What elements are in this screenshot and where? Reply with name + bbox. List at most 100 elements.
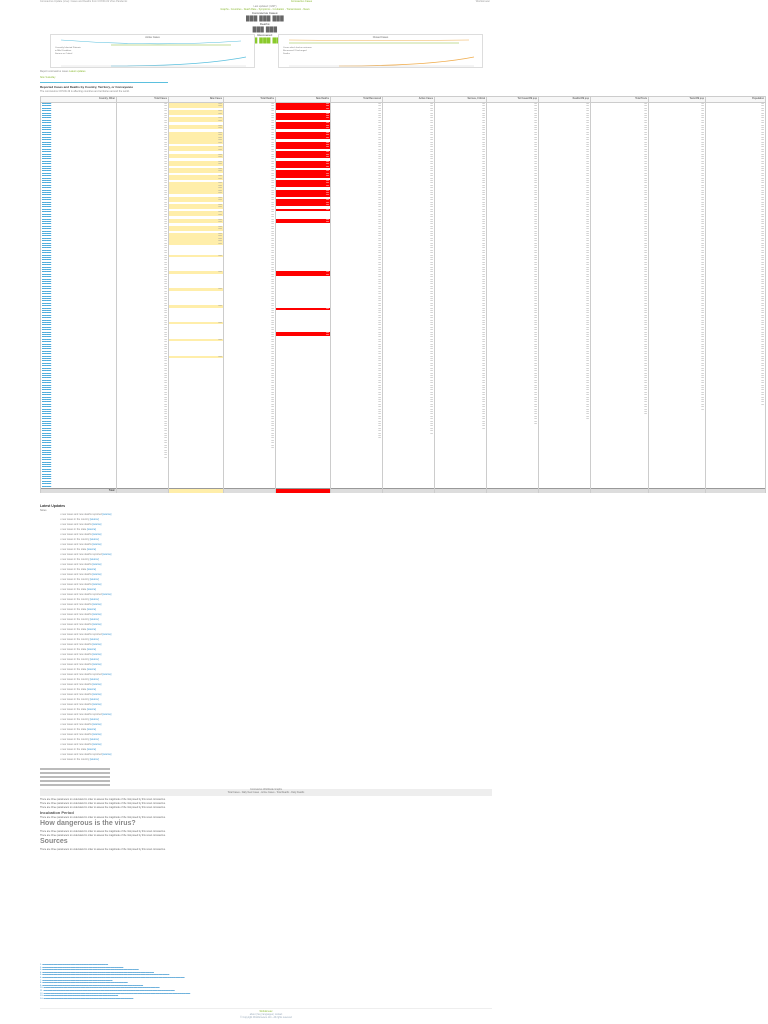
source-link[interactable]: [source] (102, 672, 112, 676)
source-link[interactable]: [source] (89, 537, 99, 541)
reference-link[interactable]: 6. ▬▬▬▬▬▬▬▬▬▬▬▬▬▬▬▬▬▬▬▬▬▬▬▬▬▬▬▬▬▬▬▬▬▬▬▬▬… (40, 976, 185, 979)
source-link[interactable]: [source] (92, 702, 102, 706)
source-link[interactable]: [source] (89, 757, 99, 761)
table-row: ▬▬▬▬ ▪▪▪ +▪▪▪ ▪▪▪ +▪▪ ▪▪▪ ▪▪▪ ▪▪▪ ▪▪▪ ▪▪▪ ▪▪▪ ▪▪▪ ▪▪… (40, 136, 766, 140)
latest-updates-link[interactable]: Latest updates (69, 70, 86, 73)
source-link[interactable]: [source] (92, 692, 102, 696)
source-link[interactable]: [source] (102, 712, 112, 716)
table-row: ▬▬▬▬ ▪▪▪ +▪▪▪ ▪▪▪ +▪▪ ▪▪▪ ▪▪▪ ▪▪▪ ▪▪▪ ▪▪▪ ▪▪▪ ▪▪▪ ▪▪… (40, 160, 766, 164)
footer-links[interactable]: about | faq | languages | contact (249, 1013, 283, 1016)
table-row: ▬▬▬▬ ▪▪▪ +▪▪▪ ▪▪▪ ▪▪▪ ▪▪▪ ▪▪▪ ▪▪▪ ▪▪▪ ▪▪▪ ▪▪▪ ▪▪▪ (40, 167, 766, 171)
table-row: ▬▬▬▬ (40, 475, 766, 479)
source-link[interactable]: [source] (92, 732, 102, 736)
source-link[interactable]: [source] (102, 632, 112, 636)
update-item: • new cases in the country [source] (60, 657, 99, 661)
reference-link[interactable]: 3. ▬▬▬▬▬▬▬▬▬▬▬▬▬▬▬▬▬▬▬▬▬▬▬▬▬▬▬▬▬▬▬▬▬▬▬▬▬… (40, 969, 139, 972)
reference-link[interactable]: 1. ▬▬▬▬▬▬▬▬▬▬▬▬▬▬▬▬▬▬▬▬▬▬▬▬▬▬▬▬▬▬ (40, 964, 109, 966)
source-link[interactable]: [source] (89, 677, 99, 681)
graph-links[interactable]: Total Cases - Daily New Cases - Active C… (227, 791, 305, 794)
table-cell: ▪▪▪ (705, 358, 766, 361)
table-cell (705, 473, 766, 476)
table-cell: ▪▪▪ (705, 110, 766, 113)
table-cell: ▪▪▪ (705, 112, 766, 116)
table-row: ▬▬▬▬ ▪▪▪ +▪▪▪ ▪▪▪ +▪▪ ▪▪▪ ▪▪▪ ▪▪▪ ▪▪▪ ▪▪▪ ▪▪▪ ▪▪▪ ▪▪… (40, 170, 766, 173)
table-row: ▬▬▬▬ ▪▪▪ ▪▪▪ ▪▪▪ ▪▪▪ ▪▪▪ ▪▪▪ ▪▪▪ ▪▪▪ ▪▪▪ ▪▪▪ (40, 295, 766, 298)
source-link[interactable]: [source] (92, 572, 102, 576)
table-row: ▬▬▬▬ ▪▪▪ +▪▪▪ ▪▪▪ ▪▪▪ ▪▪▪ ▪▪▪ ▪▪▪ ▪▪▪ ▪▪▪ ▪▪▪ ▪▪▪ (40, 196, 766, 200)
source-link[interactable]: [source] (92, 602, 102, 606)
reference-link[interactable]: 2. ▬▬▬▬▬▬▬▬▬▬▬▬▬▬▬▬▬▬▬▬▬▬▬▬▬▬▬▬▬▬▬▬▬▬▬▬▬ (40, 966, 124, 969)
source-link[interactable]: [source] (87, 667, 96, 671)
source-link[interactable]: [source] (89, 657, 99, 661)
source-link[interactable]: [source] (89, 517, 99, 521)
source-link[interactable]: [source] (89, 737, 99, 741)
table-row: ▬▬▬▬ ▪▪▪ +▪▪▪ ▪▪▪ ▪▪▪ ▪▪▪ ▪▪▪ ▪▪▪ ▪▪▪ ▪▪▪ ▪▪▪ ▪▪▪ (40, 254, 766, 257)
site-logo[interactable]: Worldometer (475, 0, 490, 3)
table-cell: ▪▪▪ (705, 300, 766, 303)
reference-link[interactable]: 12. ▬▬▬▬▬▬▬▬▬▬▬▬▬▬▬▬▬▬▬▬▬▬▬▬▬▬▬▬▬▬▬▬▬▬▬▬… (40, 992, 191, 995)
source-link[interactable]: [source] (89, 697, 99, 701)
source-link[interactable]: [source] (87, 727, 96, 731)
col-population[interactable]: Population (705, 96, 766, 103)
tab-yesterday[interactable]: Yesterday (45, 77, 56, 79)
source-link[interactable]: [source] (89, 717, 99, 721)
table-cell: ▪▪▪ (705, 254, 766, 257)
source-link[interactable]: [source] (102, 592, 112, 596)
reference-link[interactable]: 10. ▬▬▬▬▬▬▬▬▬▬▬▬▬▬▬▬▬▬▬▬▬▬▬▬▬▬▬▬▬▬▬▬▬▬▬▬… (40, 987, 160, 990)
source-link[interactable]: [source] (92, 682, 102, 686)
source-link[interactable]: [source] (87, 567, 96, 571)
source-link[interactable]: [source] (89, 617, 99, 621)
reference-link[interactable]: 13. ▬▬▬▬▬▬▬▬▬▬▬▬▬▬▬▬▬▬▬▬▬▬▬▬▬▬▬▬▬▬▬▬▬▬ (40, 995, 119, 998)
reference-link[interactable]: 14. ▬▬▬▬▬▬▬▬▬▬▬▬▬▬▬▬▬▬▬▬▬▬▬▬▬▬▬▬▬▬▬▬▬▬▬▬… (40, 997, 134, 1000)
header-links[interactable]: Graphs - Countries - Death Rate - Sympto… (220, 8, 310, 12)
source-link[interactable]: [source] (87, 707, 96, 711)
source-link[interactable]: [source] (102, 752, 112, 756)
reference-link[interactable]: 4. ▬▬▬▬▬▬▬▬▬▬▬▬▬▬▬▬▬▬▬▬▬▬▬▬▬▬▬▬▬▬▬▬▬▬▬▬▬… (40, 971, 154, 974)
reference-link[interactable]: 8. ▬▬▬▬▬▬▬▬▬▬▬▬▬▬▬▬▬▬▬▬▬▬▬▬▬▬▬▬▬▬▬▬▬▬▬▬▬… (40, 982, 128, 985)
table-row: ▬▬▬▬ ▪▪▪ ▪▪▪ ▪▪▪ ▪▪▪ ▪▪▪ ▪▪▪ ▪▪▪ ▪▪▪ ▪▪▪ ▪▪▪ (40, 336, 766, 339)
source-link[interactable]: [source] (92, 562, 102, 566)
tab-now[interactable]: Now (40, 77, 45, 79)
source-link[interactable]: [source] (87, 527, 96, 531)
source-link[interactable]: [source] (89, 577, 99, 581)
reference-link[interactable]: 5. ▬▬▬▬▬▬▬▬▬▬▬▬▬▬▬▬▬▬▬▬▬▬▬▬▬▬▬▬▬▬▬▬▬▬▬▬▬… (40, 974, 170, 977)
source-link[interactable]: [source] (92, 582, 102, 586)
table-row: ▬▬▬▬ ▪▪▪ ▪▪▪ +▪▪ ▪▪▪ ▪▪▪ ▪▪▪ ▪▪▪ ▪▪▪ ▪▪▪ ▪▪▪ ▪▪▪ (40, 307, 766, 310)
source-link[interactable]: [source] (87, 547, 96, 551)
reference-link[interactable]: 11. ▬▬▬▬▬▬▬▬▬▬▬▬▬▬▬▬▬▬▬▬▬▬▬▬▬▬▬▬▬▬▬▬▬▬▬▬… (40, 989, 175, 992)
source-link[interactable]: [source] (92, 642, 102, 646)
source-link[interactable]: [source] (89, 597, 99, 601)
source-link[interactable]: [source] (89, 557, 99, 561)
source-link[interactable]: [source] (102, 552, 112, 556)
source-link[interactable]: [source] (92, 542, 102, 546)
source-link[interactable]: [source] (92, 722, 102, 726)
reference-link[interactable]: 9. ▬▬▬▬▬▬▬▬▬▬▬▬▬▬▬▬▬▬▬▬▬▬▬▬▬▬▬▬▬▬▬▬▬▬▬▬▬… (40, 984, 144, 987)
source-link[interactable]: [source] (87, 747, 96, 751)
source-link[interactable]: [source] (92, 522, 102, 526)
table-cell: ▪▪▪ (705, 117, 766, 120)
table-row: ▬▬▬▬ ▪▪▪ +▪▪▪ ▪▪▪ +▪▪ ▪▪▪ ▪▪▪ ▪▪▪ ▪▪▪ ▪▪▪ ▪▪▪ ▪▪▪ ▪▪… (40, 141, 766, 144)
source-link[interactable]: [source] (87, 687, 96, 691)
source-link[interactable]: [source] (87, 607, 96, 611)
source-link[interactable]: [source] (89, 637, 99, 641)
reference-link[interactable]: 7. ▬▬▬▬▬▬▬▬▬▬▬▬▬▬▬▬▬▬▬▬▬▬▬▬▬▬▬▬▬▬▬▬ (40, 979, 113, 982)
table-cell: ▪▪▪ (705, 228, 766, 231)
source-link[interactable]: [source] (102, 512, 112, 516)
update-item: • new cases and new deaths [source] (60, 692, 102, 696)
nav-link-cases[interactable]: Coronavirus Cases (290, 0, 313, 3)
source-link[interactable]: [source] (87, 647, 96, 651)
source-link[interactable]: [source] (92, 662, 102, 666)
table-cell: ▪▪▪ (705, 276, 766, 279)
source-link[interactable]: [source] (87, 627, 96, 631)
update-item: • new cases in the country [source] (60, 697, 99, 701)
source-link[interactable]: [source] (87, 587, 96, 591)
table-row: ▬▬▬▬ ▪▪▪ ▪▪▪ ▪▪▪ ▪▪▪ ▪▪▪ ▪▪▪ ▪▪▪ ▪▪▪ ▪▪▪ ▪▪▪ (40, 401, 766, 404)
update-item: • new cases in the country [source] (60, 617, 99, 621)
source-link[interactable]: [source] (92, 622, 102, 626)
source-link[interactable]: [source] (92, 612, 102, 616)
source-link[interactable]: [source] (92, 652, 102, 656)
table-cell: ▪▪▪ (705, 269, 766, 272)
source-link[interactable]: [source] (92, 532, 102, 536)
table-cell: ▪▪▪ (705, 163, 766, 166)
source-link[interactable]: [source] (92, 742, 102, 746)
